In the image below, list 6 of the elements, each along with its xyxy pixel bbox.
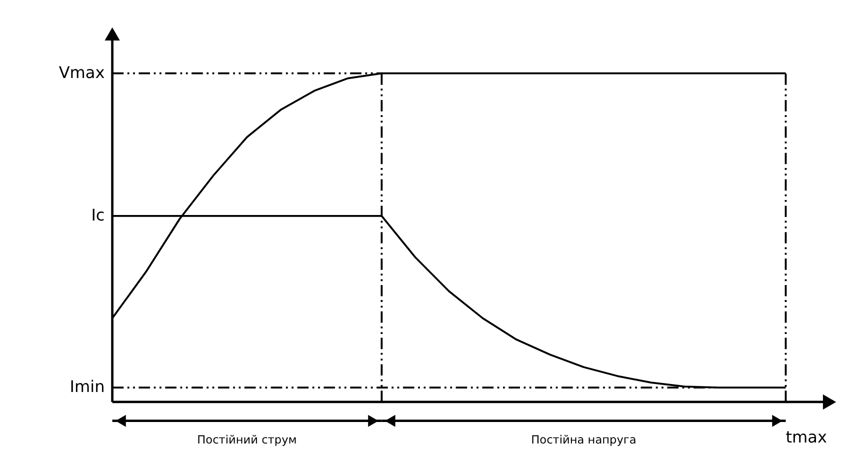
text: Постійний струм [197, 432, 297, 447]
ref-line-label: Vmax [58, 63, 105, 82]
text: tmax [786, 428, 827, 447]
text: Постійна напруга [531, 432, 636, 447]
series-label: Ic [91, 206, 105, 225]
ref-line-label: Imin [70, 377, 105, 396]
